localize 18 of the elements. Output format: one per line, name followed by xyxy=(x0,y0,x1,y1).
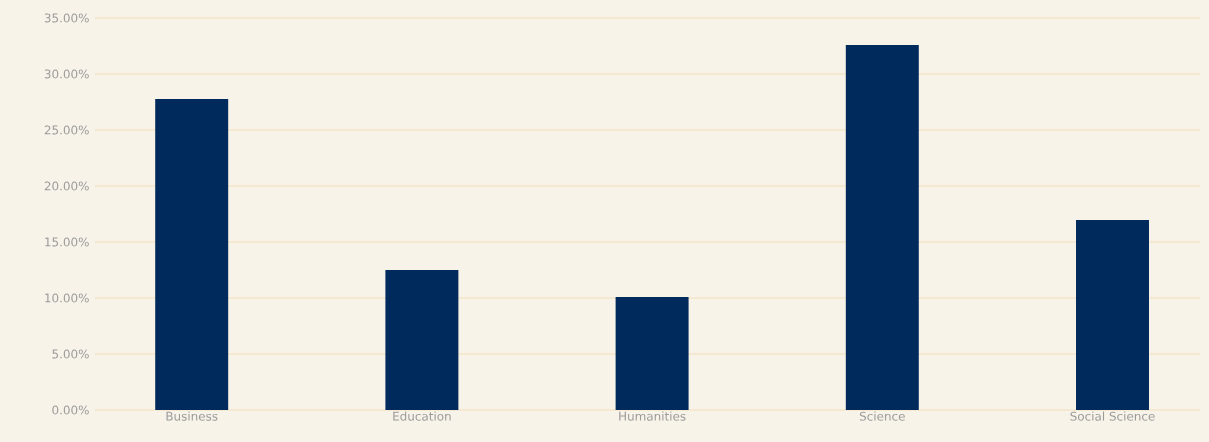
bar xyxy=(155,98,229,410)
y-tick-label: 10.00% xyxy=(45,293,89,303)
x-tick-label: Social Science xyxy=(1070,411,1155,421)
bar xyxy=(385,269,459,410)
x-tick-label: Education xyxy=(393,411,451,421)
y-tick-label: 25.00% xyxy=(44,125,89,135)
y-tick-label: 30.00% xyxy=(44,69,89,79)
y-tick-label: 5.00% xyxy=(52,349,89,359)
x-tick-label: Business xyxy=(166,411,218,421)
y-tick-label: 15.00% xyxy=(45,237,89,247)
x-tick-label: Science xyxy=(859,411,905,421)
bar xyxy=(615,296,689,410)
bar xyxy=(1076,220,1149,410)
bar xyxy=(845,44,919,410)
y-tick-label: 20.00% xyxy=(44,181,89,191)
x-tick-label: Humanities xyxy=(619,411,686,421)
y-tick-label: 35.00% xyxy=(44,13,89,23)
y-tick-label: 0.00% xyxy=(52,405,89,415)
